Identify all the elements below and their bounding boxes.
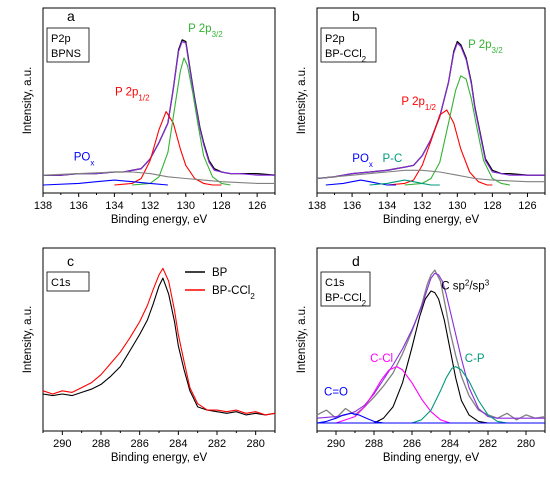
x-tick-label: 132 (413, 200, 431, 212)
x-axis-label: Binding energy, eV (383, 452, 480, 464)
series-line-background (42, 171, 275, 184)
legend-label: BP (212, 267, 228, 279)
sample-box-label: P2p (51, 33, 71, 45)
chart-panel-a: 138 136 134 132 130 128 126 Binding energy, eV I… (22, 7, 276, 226)
y-axis-label: Intensity, a.u. (22, 67, 34, 135)
sample-box-label: C1s (325, 277, 345, 289)
series-line-background (316, 169, 545, 183)
series-line-p-2p3-2 (404, 75, 510, 186)
sample-box-label: C1s (51, 277, 71, 289)
peak-annotation: C sp2/sp3 (441, 278, 489, 293)
sample-box (320, 271, 371, 307)
sample-box (320, 27, 377, 63)
x-tick-label: 128 (212, 200, 230, 212)
x-tick-label: 130 (177, 200, 195, 212)
peak-annotation: C-P (465, 353, 485, 365)
plot-frame (42, 7, 276, 194)
y-axis-label: Intensity, a.u. (296, 306, 308, 374)
series-line-pox (325, 179, 396, 186)
series-line-envelope (316, 42, 545, 180)
legend-label: BP-CCl2 (212, 285, 255, 301)
series-line-c-p (411, 366, 508, 424)
panel-letter: d (352, 253, 360, 269)
series-line-p-2p3-2 (132, 57, 231, 186)
chart-panel-b: 138 136 134 132 130 128 126 Binding energy, eV I… (296, 7, 546, 226)
x-tick-label: 134 (105, 200, 123, 212)
panel-letter: c (67, 253, 74, 269)
plot-frame (316, 7, 546, 194)
x-axis-label: Binding energy, eV (383, 214, 480, 226)
x-axis-label: Binding energy, eV (111, 214, 208, 226)
x-tick-label: 126 (518, 200, 536, 212)
x-tick-label: 290 (53, 438, 71, 450)
chart-panel-c: 290 288 286 284 282 280 Binding energy, eV Inte… (22, 247, 276, 464)
x-tick-label: 136 (70, 200, 88, 212)
sample-box-label: BP-CCl2 (325, 48, 367, 64)
series-line-c-cl (335, 366, 451, 424)
peak-annotation: P 2p1/2 (401, 96, 436, 112)
x-tick-label: 286 (130, 438, 148, 450)
y-axis-label: Intensity, a.u. (296, 67, 308, 135)
x-tick-label: 282 (208, 438, 226, 450)
sample-box (46, 271, 90, 292)
x-tick-label: 138 (308, 200, 326, 212)
x-tick-label: 284 (441, 438, 459, 450)
sample-box (46, 27, 90, 63)
series-line-p-2p1-2 (114, 111, 222, 186)
peak-annotation: P 2p3/2 (468, 39, 503, 55)
series-line-bp (42, 277, 276, 416)
y-axis-label: Intensity, a.u. (22, 306, 34, 374)
x-tick-label: 136 (343, 200, 361, 212)
series-line-pox (42, 179, 168, 186)
x-tick-label: 280 (246, 438, 264, 450)
sample-box-label: P2p (325, 33, 345, 45)
panel-letter: a (67, 8, 75, 24)
x-tick-label: 132 (141, 200, 159, 212)
x-tick-label: 288 (92, 438, 110, 450)
peak-annotation: C=O (324, 387, 348, 399)
peak-annotation: P-C (383, 153, 403, 165)
x-tick-label: 138 (34, 200, 52, 212)
series-line-p-c (369, 179, 440, 186)
peak-annotation: P 2p3/2 (188, 23, 223, 38)
x-tick-label: 126 (248, 200, 266, 212)
x-tick-label: 286 (403, 438, 421, 450)
x-tick-label: 290 (327, 438, 345, 450)
sample-box-label: BP-CCl2 (325, 292, 367, 308)
x-tick-label: 130 (448, 200, 466, 212)
peak-annotation: C-Cl (370, 353, 393, 365)
x-tick-label: 128 (483, 200, 501, 212)
sample-box-label: BPNS (51, 48, 81, 60)
peak-annotation: POx (352, 153, 373, 169)
x-tick-label: 280 (517, 438, 535, 450)
x-tick-label: 288 (365, 438, 383, 450)
peak-annotation: POx (74, 152, 95, 168)
panel-letter: b (352, 8, 360, 24)
x-tick-label: 284 (169, 438, 187, 450)
peak-annotation: P 2p1/2 (115, 86, 150, 102)
series-line-p-2p1-2 (387, 109, 493, 186)
x-tick-label: 282 (479, 438, 497, 450)
x-tick-label: 134 (378, 200, 396, 212)
x-axis-label: Binding energy, eV (111, 452, 208, 464)
series-line-c-sp2-sp3 (373, 290, 489, 424)
series-line-bp-ccl2 (42, 267, 276, 416)
series-line-c-o (316, 412, 384, 424)
chart-panel-d: 290 288 286 284 282 280 Binding energy, eV Inte… (296, 247, 546, 464)
